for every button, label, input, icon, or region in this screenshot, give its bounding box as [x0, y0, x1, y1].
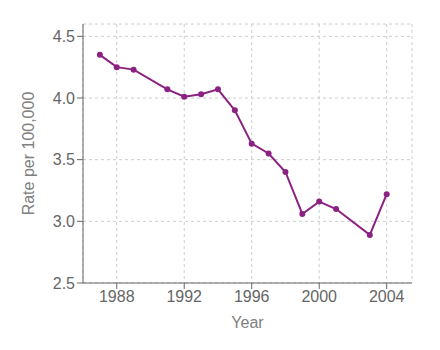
svg-text:4.5: 4.5: [53, 28, 75, 45]
svg-text:1996: 1996: [234, 288, 270, 305]
svg-text:2000: 2000: [301, 288, 337, 305]
svg-text:2.5: 2.5: [53, 275, 75, 292]
svg-text:Year: Year: [231, 314, 264, 331]
svg-text:3.0: 3.0: [53, 213, 75, 230]
svg-text:1988: 1988: [99, 288, 135, 305]
svg-text:4.0: 4.0: [53, 90, 75, 107]
svg-text:1992: 1992: [166, 288, 202, 305]
svg-text:Rate per 100,000: Rate per 100,000: [20, 92, 37, 216]
svg-text:2004: 2004: [369, 288, 405, 305]
svg-text:3.5: 3.5: [53, 151, 75, 168]
